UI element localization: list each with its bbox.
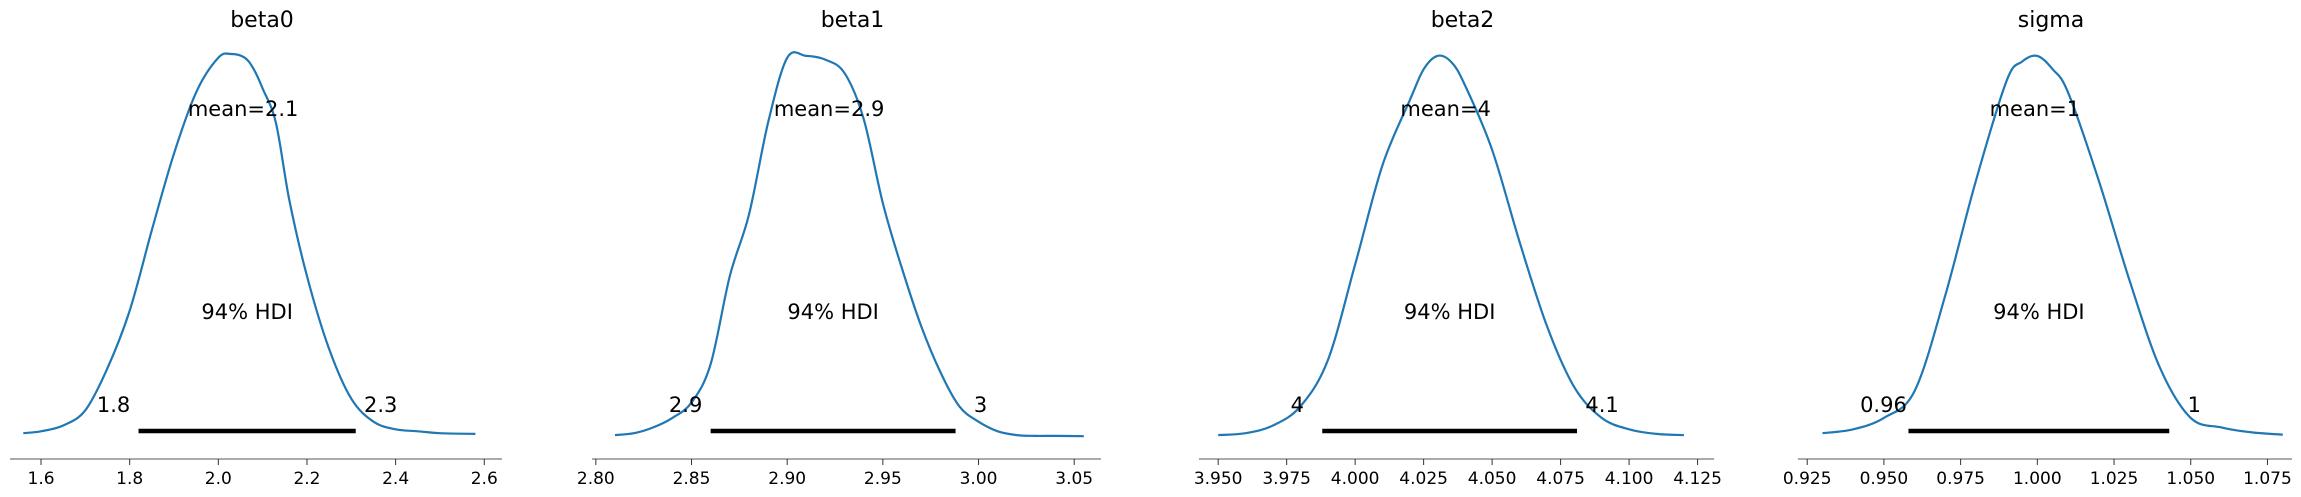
x-tick-label: 4.025	[1399, 469, 1448, 489]
x-tick-label: 3.05	[1055, 469, 1093, 489]
x-tick-label: 2.0	[205, 469, 232, 489]
x-tick-label: 0.925	[1783, 469, 1832, 489]
hdi-high-label: 4.1	[1585, 393, 1618, 417]
density-curve	[23, 52, 476, 435]
panel-title: beta0	[230, 8, 294, 33]
density-curve	[1822, 54, 2283, 436]
hdi-high-label: 1	[2188, 393, 2201, 417]
x-tick-label: 4.000	[1331, 469, 1380, 489]
x-tick-label: 2.80	[577, 469, 615, 489]
x-tick-label: 1.000	[2013, 469, 2062, 489]
hdi-label: 94% HDI	[1993, 300, 2085, 324]
x-tick-label: 1.050	[2166, 469, 2215, 489]
hdi-high-label: 2.3	[364, 393, 397, 417]
x-tick-label: 0.950	[1860, 469, 1909, 489]
x-tick-label: 1.6	[28, 469, 55, 489]
x-tick-label: 2.2	[293, 469, 320, 489]
x-tick-label: 4.125	[1673, 469, 1722, 489]
x-tick-label: 2.90	[768, 469, 806, 489]
mean-label: mean=4	[1400, 97, 1491, 121]
hdi-low-label: 0.96	[1860, 393, 1907, 417]
hdi-label: 94% HDI	[1404, 300, 1496, 324]
hdi-high-label: 3	[974, 393, 987, 417]
x-tick-label: 2.6	[471, 469, 498, 489]
x-tick-label: 1.025	[2090, 469, 2139, 489]
panel-beta0: beta0 mean=2.1 94% HDI 1.8 2.3 1.6 1.8 2.0 2.2 2.…	[10, 8, 502, 489]
hdi-low-label: 4	[1291, 393, 1304, 417]
mean-label: mean=2.9	[774, 97, 885, 121]
x-tick-label: 1.8	[116, 469, 143, 489]
x-tick-label: 2.85	[673, 469, 711, 489]
mean-label: mean=2.1	[188, 97, 299, 121]
panel-sigma: sigma mean=1 94% HDI 0.96 1 0.925 0.950 0.975 1.…	[1783, 8, 2292, 489]
x-tick-label: 1.075	[2243, 469, 2292, 489]
x-tick-label: 4.050	[1468, 469, 1517, 489]
x-tick-label: 3.950	[1194, 469, 1243, 489]
density-curve	[614, 51, 1084, 438]
hdi-low-label: 2.9	[669, 393, 702, 417]
x-tick-label: 4.075	[1536, 469, 1585, 489]
hdi-low-label: 1.8	[97, 393, 130, 417]
panel-beta2: beta2 mean=4 94% HDI 4 4.1 3.950 3.975 4.000 4.0…	[1194, 8, 1722, 489]
x-tick-label: 3.975	[1262, 469, 1311, 489]
panel-title: beta2	[1431, 8, 1495, 33]
hdi-label: 94% HDI	[201, 300, 293, 324]
x-tick-label: 2.4	[382, 469, 409, 489]
x-tick-label: 3.00	[960, 469, 998, 489]
mean-label: mean=1	[1990, 97, 2081, 121]
panel-title: sigma	[2018, 8, 2084, 33]
x-tick-label: 4.100	[1605, 469, 1654, 489]
panel-title: beta1	[821, 8, 885, 33]
x-tick-label: 0.975	[1936, 469, 1985, 489]
density-curve	[1218, 54, 1684, 437]
hdi-label: 94% HDI	[787, 300, 879, 324]
panel-beta1: beta1 mean=2.9 94% HDI 2.9 3 2.80 2.85 2.90 2.95…	[577, 8, 1101, 489]
x-tick-label: 2.95	[864, 469, 902, 489]
